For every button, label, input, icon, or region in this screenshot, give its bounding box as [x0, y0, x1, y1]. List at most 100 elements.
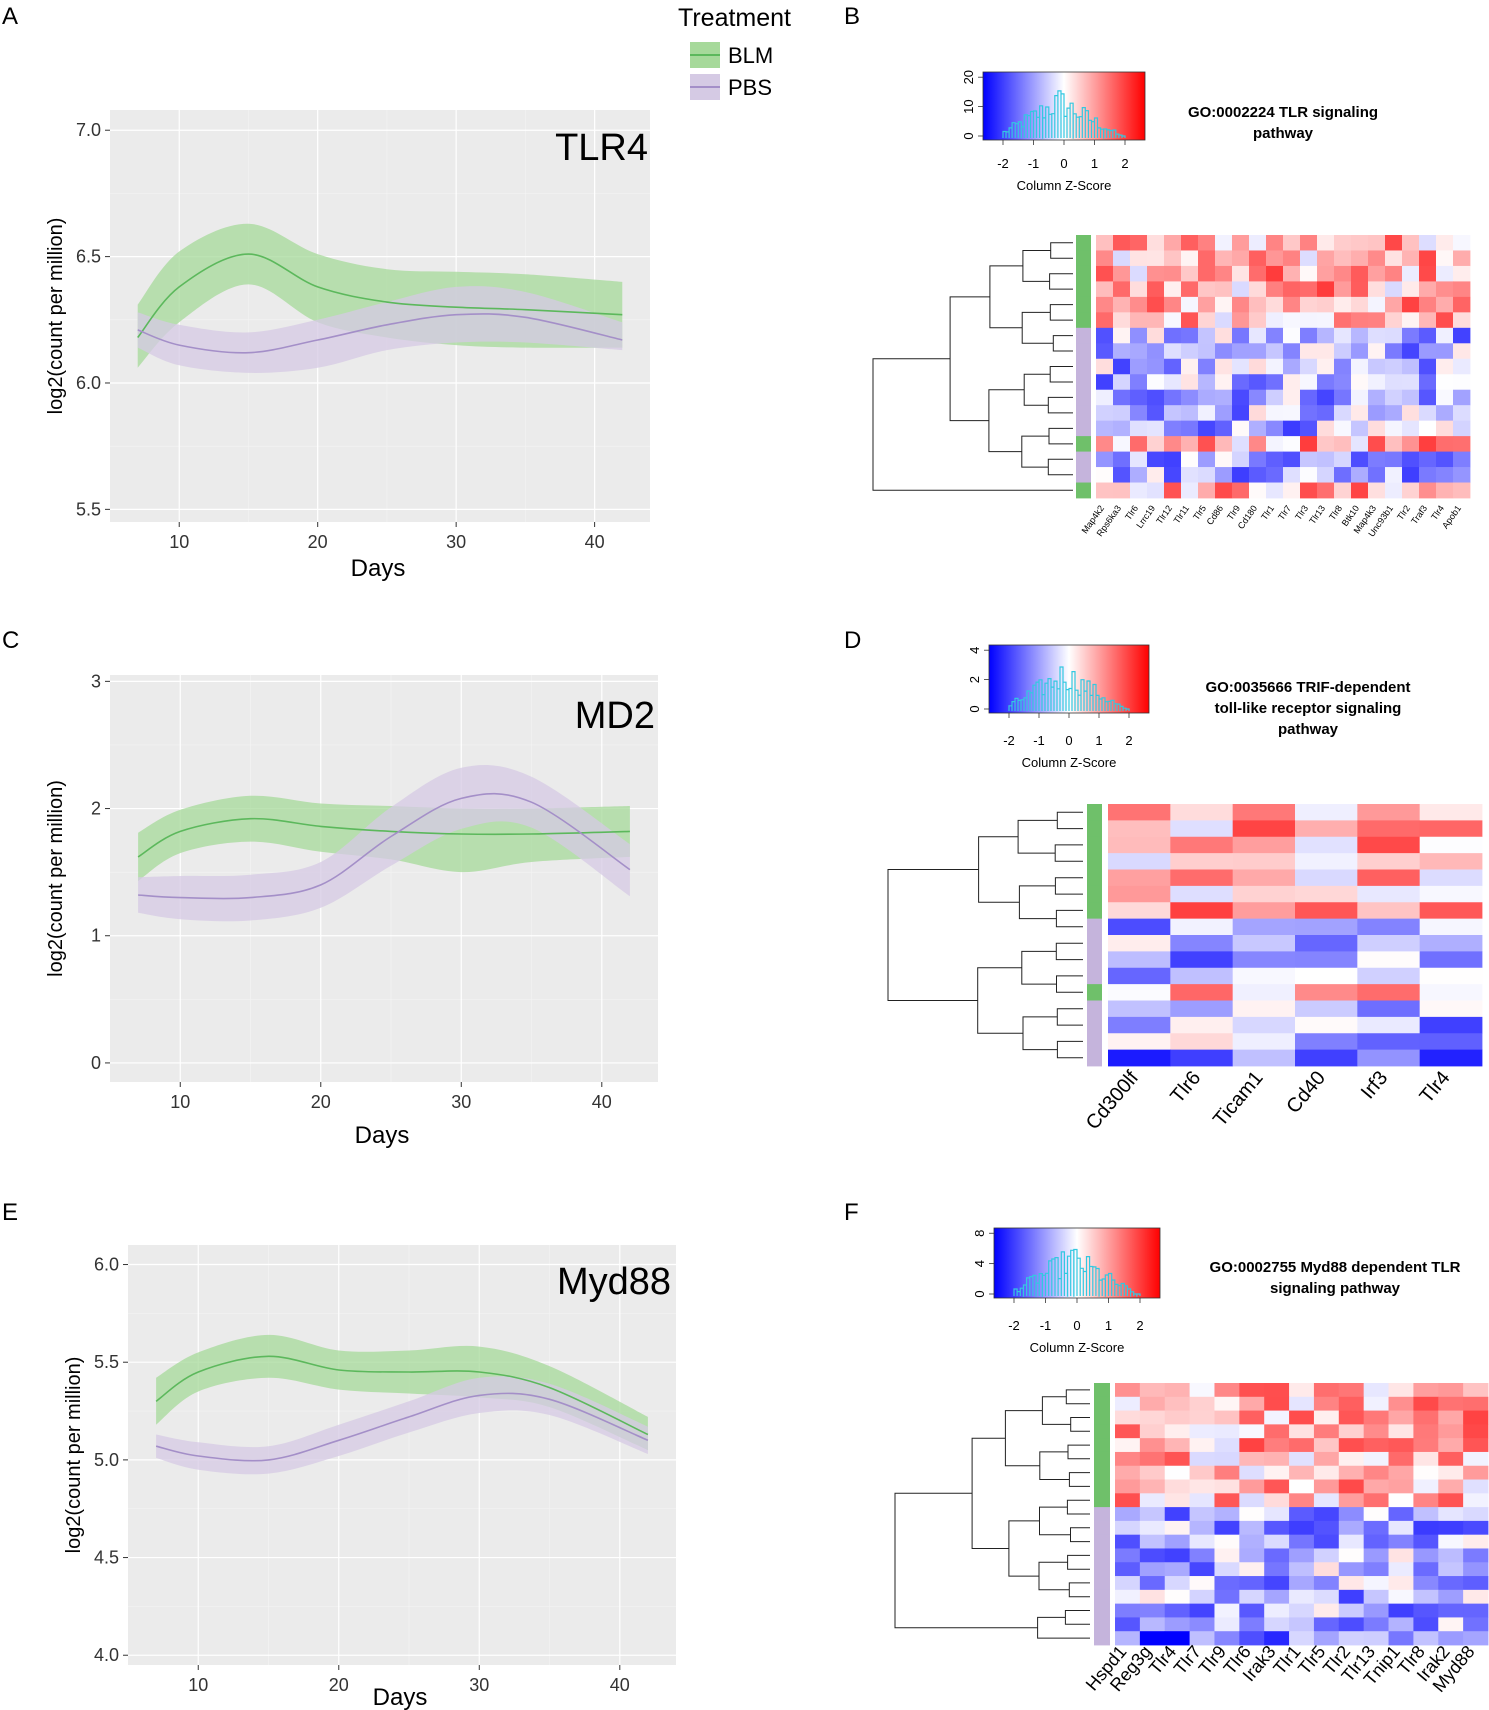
heatmap-cell	[1300, 312, 1318, 329]
heatmap-cell	[1463, 1603, 1489, 1618]
heatmap-cell	[1402, 451, 1420, 468]
heatmap-cell	[1264, 1493, 1290, 1508]
heatmap-cell	[1215, 312, 1233, 329]
heatmap-cell	[1438, 1465, 1464, 1480]
heatmap-cell	[1436, 327, 1454, 344]
heatmap-cell	[1436, 482, 1454, 499]
heatmap-cell	[1338, 1424, 1365, 1439]
heatmap-cell	[1317, 374, 1335, 391]
heatmap-cell	[1113, 250, 1131, 267]
heatmap-cell	[1402, 281, 1420, 298]
heatmap-cell	[1363, 1576, 1389, 1591]
heatmap-cell	[1214, 1410, 1240, 1425]
x-tick-label: 30	[446, 532, 466, 552]
panel-label-e: E	[2, 1199, 18, 1226]
heatmap-cell	[1436, 405, 1454, 422]
heatmap-cell	[1214, 1617, 1240, 1632]
row-group-bar	[1094, 1534, 1110, 1549]
row-group-bar	[1076, 420, 1091, 437]
y-tick-label: 0	[91, 1053, 101, 1073]
heatmap-cell	[1189, 1479, 1215, 1494]
dendrogram-branch	[1018, 885, 1057, 920]
row-group-bar	[1094, 1507, 1110, 1522]
heatmap-cell	[1215, 358, 1233, 375]
legend-label-pbs: PBS	[728, 75, 772, 100]
heatmap-cell	[1147, 374, 1165, 391]
column-label: Tlr12	[1154, 503, 1174, 526]
heatmap-cell	[1264, 1383, 1290, 1398]
row-group-bar	[1087, 885, 1102, 903]
heatmap-cell	[1215, 281, 1233, 298]
row-group-bar	[1076, 358, 1091, 375]
heatmap-cell	[1453, 420, 1471, 437]
heatmap-cell	[1438, 1520, 1464, 1536]
heatmap-cell	[1283, 250, 1301, 267]
row-group-bar	[1087, 1016, 1102, 1034]
y-tick-label: 6.5	[76, 247, 101, 267]
heatmap-cell	[1438, 1603, 1464, 1618]
heatmap-cell	[1108, 902, 1171, 920]
heatmap-cell	[1402, 235, 1420, 251]
heatmap-cell	[1419, 420, 1437, 437]
heatmap-cell	[1181, 374, 1199, 391]
heatmap-cell	[1232, 420, 1250, 437]
dendrogram-branch	[1039, 1506, 1071, 1536]
heatmap-cell	[1368, 482, 1386, 499]
heatmap-cell	[1402, 358, 1420, 375]
y-tick-label: 5.5	[94, 1352, 119, 1372]
heatmap-cell	[1264, 1548, 1290, 1563]
dendrogram-branch	[1049, 366, 1073, 383]
heatmap-cell	[1215, 250, 1233, 267]
heatmap-cell	[1413, 1493, 1439, 1508]
heatmap-cell	[1189, 1548, 1215, 1563]
heatmap-cell	[1334, 482, 1352, 499]
heatmap-cell	[1436, 343, 1454, 360]
heatmap-cell	[1198, 343, 1216, 360]
heatmap-cell	[1453, 327, 1471, 344]
heatmap-cell	[1115, 1507, 1141, 1522]
dendrogram-branch	[1056, 811, 1083, 830]
dendrogram-branch	[1067, 1554, 1090, 1570]
heatmap-cell	[1115, 1451, 1141, 1467]
heatmap-cell	[1147, 281, 1165, 298]
heatmap-cell	[1214, 1576, 1240, 1591]
heatmap-cell	[1368, 281, 1386, 298]
heatmap-cell	[1338, 1520, 1365, 1536]
x-tick-label: 30	[451, 1092, 471, 1112]
heatmap-cell	[1189, 1383, 1215, 1398]
heatmap-cell	[1388, 1479, 1414, 1494]
heatmap-cell	[1438, 1617, 1464, 1632]
heatmap-cell	[1289, 1438, 1315, 1453]
heatmap-cell	[1357, 1016, 1421, 1034]
heatmap-cell	[1413, 1617, 1439, 1632]
heatmap-cell	[1402, 389, 1420, 406]
heatmap-cell	[1438, 1438, 1464, 1453]
heatmap-cell	[1289, 1396, 1315, 1411]
heatmap-cell	[1300, 358, 1318, 375]
heatmap-cell	[1239, 1534, 1265, 1549]
heatmap-cell	[1147, 405, 1165, 422]
dendrogram-branch	[1055, 942, 1083, 961]
heatmap-cell	[1266, 389, 1284, 406]
heatmap-cell	[1232, 1049, 1296, 1067]
heatmap-cell	[1147, 312, 1165, 329]
heatmap-cell	[1214, 1520, 1240, 1536]
heatmap-cell	[1198, 436, 1216, 452]
heatmap-cell	[1453, 265, 1471, 282]
heatmap-cell	[1147, 343, 1165, 360]
heatmap-cell	[1130, 482, 1148, 499]
heatmap-cell	[1413, 1438, 1439, 1453]
heatmap-cell	[1313, 1438, 1340, 1453]
heatmap-cell	[1338, 1479, 1365, 1494]
heatmap-cell	[1357, 918, 1421, 936]
chart-c: 10 20 30 40 0 1 2 3 MD2 Days log2(count per millio…	[45, 671, 658, 1149]
heatmap-cell	[1108, 1000, 1171, 1018]
heatmap-cell	[1115, 1631, 1141, 1646]
heatmap-cell	[1300, 482, 1318, 499]
heatmap-cell	[1402, 327, 1420, 344]
column-label: Tlr1	[1259, 503, 1276, 521]
heatmap-cell	[1385, 451, 1403, 468]
heatmap-cell	[1164, 482, 1182, 499]
